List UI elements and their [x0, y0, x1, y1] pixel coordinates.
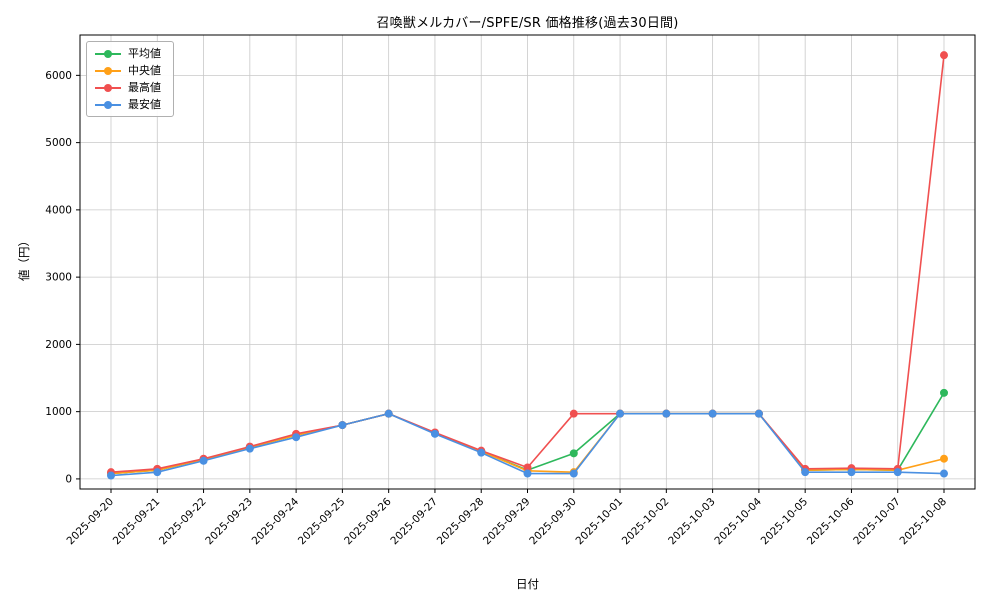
- legend-item: 最安値: [95, 99, 161, 110]
- x-tick-label: 2025-09-27: [388, 496, 440, 548]
- legend-marker-icon: [95, 100, 121, 109]
- x-tick-label: 2025-09-25: [296, 496, 348, 548]
- series-point: [708, 409, 717, 418]
- series-point: [893, 468, 902, 477]
- y-tick-label: 5000: [45, 137, 72, 149]
- legend-marker-icon: [95, 49, 121, 58]
- series-point: [940, 51, 948, 60]
- series-point: [662, 409, 671, 418]
- x-tick-label: 2025-10-03: [666, 496, 718, 548]
- x-tick-label: 2025-09-22: [157, 496, 209, 548]
- legend-label: 平均値: [128, 47, 161, 60]
- series-point: [616, 409, 625, 418]
- series-point: [153, 468, 162, 477]
- y-tick-label: 0: [65, 473, 72, 485]
- series-point: [569, 409, 578, 418]
- series-point: [801, 468, 810, 477]
- series-point: [292, 433, 301, 442]
- x-tick-label: 2025-10-07: [851, 496, 903, 548]
- legend-label: 最安値: [128, 98, 161, 111]
- y-tick-label: 1000: [45, 406, 72, 418]
- x-tick-label: 2025-09-24: [250, 495, 302, 547]
- legend-marker-icon: [95, 66, 121, 75]
- x-tick-label: 2025-10-04: [712, 495, 764, 547]
- legend-item: 平均値: [95, 48, 161, 59]
- legend-label: 中央値: [128, 64, 161, 77]
- y-tick-label: 2000: [45, 339, 72, 351]
- series-point: [940, 454, 948, 463]
- series-point: [477, 448, 486, 457]
- series-point: [569, 449, 578, 458]
- legend-item: 中央値: [95, 65, 161, 76]
- legend-marker-icon: [95, 83, 121, 92]
- y-axis-label: 値（円）: [17, 235, 31, 281]
- chart-legend: 平均値中央値最高値最安値: [86, 41, 174, 117]
- x-tick-label: 2025-10-05: [759, 496, 811, 548]
- x-tick-label: 2025-09-23: [203, 496, 255, 548]
- x-tick-label: 2025-09-28: [435, 496, 487, 548]
- chart-title: 召喚獣メルカバー/SPFE/SR 価格推移(過去30日間): [376, 16, 679, 31]
- series-point: [245, 444, 254, 453]
- legend-label: 最高値: [128, 81, 161, 94]
- y-tick-label: 3000: [45, 272, 72, 284]
- series-point: [523, 463, 532, 472]
- x-tick-label: 2025-10-08: [897, 496, 949, 548]
- series-point: [199, 456, 208, 465]
- x-tick-label: 2025-10-02: [620, 496, 672, 548]
- legend-item: 最高値: [95, 82, 161, 93]
- x-tick-label: 2025-10-01: [574, 496, 626, 548]
- series-point: [847, 468, 856, 477]
- x-tick-label: 2025-09-30: [527, 496, 579, 548]
- x-axis-label: 日付: [516, 577, 539, 591]
- series-point: [107, 471, 115, 480]
- x-tick-label: 2025-10-06: [805, 495, 857, 547]
- series-point: [384, 409, 393, 418]
- series-point: [523, 469, 532, 478]
- y-tick-label: 6000: [45, 70, 72, 82]
- y-tick-label: 4000: [45, 204, 72, 216]
- series-point: [430, 429, 439, 438]
- series-point: [940, 388, 948, 397]
- x-tick-label: 2025-09-26: [342, 495, 394, 547]
- x-tick-label: 2025-09-21: [111, 496, 163, 548]
- x-tick-label: 2025-09-20: [64, 496, 116, 548]
- series-point: [940, 469, 948, 478]
- series-point: [569, 469, 578, 478]
- series-point: [754, 409, 763, 418]
- x-tick-label: 2025-09-29: [481, 496, 533, 548]
- series-point: [338, 421, 347, 430]
